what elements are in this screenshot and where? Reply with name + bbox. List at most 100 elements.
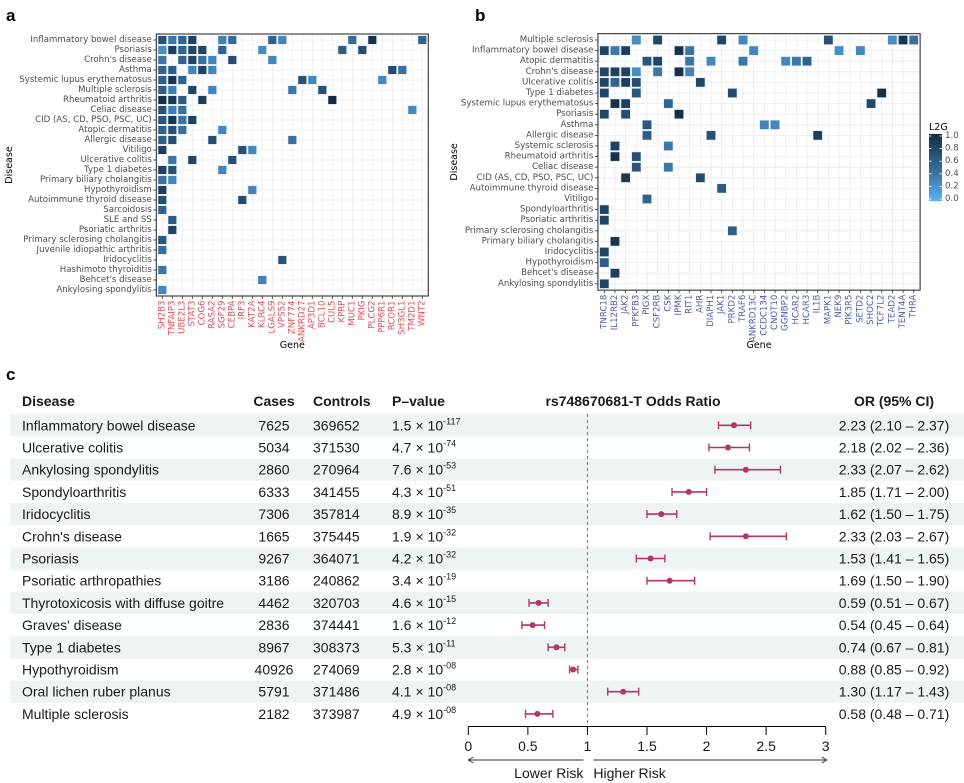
legend-tick-label: 0.6	[945, 156, 959, 166]
controls-cell: 371530	[313, 440, 360, 456]
p-mantissa: 1.9	[392, 528, 412, 544]
row-bands	[10, 414, 964, 703]
heatmap-tile	[599, 278, 610, 289]
arrowhead-left-icon	[467, 756, 474, 764]
p-value-cell: 4.9 × 10-08	[392, 705, 456, 722]
x-tick-label: ANKRD13C	[749, 295, 759, 342]
heatmap-tile	[187, 155, 198, 165]
controls-cell: 369652	[313, 417, 360, 433]
table-row: Type 1 diabetes 8967 308373 5.3 × 10-11 0.74 …	[22, 638, 949, 655]
heatmap-tile	[177, 45, 188, 55]
p-mantissa: 7.6	[392, 462, 412, 478]
or-ci-cell: 0.58 (0.48 – 0.71)	[839, 706, 950, 722]
disease-cell: Psoriasis	[22, 551, 79, 567]
x-tick-label: AP3D1	[307, 301, 317, 330]
heatmap-tile	[157, 85, 168, 95]
disease-cell: Multiple sclerosis	[22, 706, 129, 722]
forest-title: rs748670681-T Odds Ratio	[545, 393, 720, 409]
heatmap-tile	[157, 75, 168, 85]
y-tick-label: Rheumatoid arthritis	[63, 95, 152, 105]
heatmap-tile	[897, 34, 909, 46]
heatmap-tile	[737, 56, 749, 67]
heatmap-tile	[247, 185, 258, 195]
or-ci-cell: 2.18 (2.02 – 2.36)	[839, 440, 950, 456]
heatmap-tile	[167, 95, 178, 105]
heatmap-tile	[347, 35, 358, 45]
heatmap-tile	[599, 66, 610, 77]
disease-cell: Inflammatory bowel disease	[22, 417, 196, 433]
heatmap-tile	[417, 35, 428, 45]
heatmap-tile	[652, 66, 663, 77]
y-tick-label: Systemic lupus erythematosus	[19, 75, 152, 85]
heatmap-tile	[705, 130, 717, 141]
x-tick-label: STAT3	[187, 301, 197, 327]
header-cases: Cases	[253, 393, 294, 409]
p-value-cell: 8.9 × 10-35	[392, 505, 456, 522]
heatmap-tile	[287, 135, 298, 145]
x-tick-label: CEBPA	[227, 300, 237, 328]
x-tick-label: AHR	[695, 295, 705, 313]
heatmap-tile	[833, 45, 845, 56]
controls-cell: 308373	[313, 639, 360, 655]
heatmap-tile	[791, 56, 802, 67]
controls-cell: 270964	[313, 462, 360, 478]
heatmap-tile	[297, 75, 308, 85]
or-ci-cell: 1.53 (1.41 – 1.65)	[839, 551, 950, 567]
row-band	[10, 680, 964, 703]
legend-tick-label: 0.8	[945, 144, 959, 154]
x-tick-label: PIGX	[642, 295, 652, 315]
controls-cell: 240862	[313, 573, 360, 589]
heatmap-tile	[187, 65, 198, 75]
y-tick-label: Celiac disease	[90, 105, 151, 115]
panel-b-y-axis-title: Disease	[449, 143, 460, 181]
or-ci-cell: 2.23 (2.10 – 2.37)	[839, 417, 950, 433]
heatmap-tile	[663, 98, 674, 109]
x-tick-label: ZNF774	[287, 301, 297, 335]
heatmap-tile	[599, 109, 610, 120]
p-times-ten: × 10	[415, 528, 443, 544]
x-tick-label: KAT2A	[247, 300, 257, 327]
or-point	[725, 444, 732, 451]
heatmap-tile	[157, 35, 168, 45]
heatmap-tile	[157, 45, 168, 55]
forest-row	[709, 532, 788, 541]
heatmap-tile	[609, 140, 621, 152]
forest-row	[524, 709, 554, 718]
x-tick-label: SETD2	[855, 295, 865, 323]
y-tick-label: Type 1 diabetes	[525, 88, 594, 98]
heatmap-tile	[759, 119, 770, 130]
heatmap-tile	[217, 45, 228, 55]
legend-tick-label: 0.0	[945, 194, 959, 204]
x-tick-label: KLRC4	[257, 301, 267, 328]
heatmap-tile	[631, 151, 642, 162]
p-mantissa: 1.5	[392, 417, 412, 433]
y-tick-label: Psoriasis	[556, 109, 594, 119]
heatmap-tile	[641, 130, 653, 141]
heatmap-tile	[727, 87, 738, 99]
heatmap-tile	[801, 56, 813, 67]
cases-cell: 9267	[258, 551, 289, 567]
heatmap-tile	[157, 245, 168, 255]
heatmap-tile	[207, 55, 218, 65]
heatmap-tile	[167, 35, 178, 45]
p-value-cell: 1.6 × 10-12	[392, 616, 456, 633]
x-tick-label: PPP6R1	[377, 301, 387, 333]
heatmap-tile	[217, 35, 228, 45]
x-tick-label: 3	[822, 738, 830, 754]
p-times-ten: × 10	[415, 617, 443, 633]
or-point	[742, 466, 749, 473]
heatmap-tile	[157, 135, 168, 145]
y-tick-label: Iridocyclitis	[545, 247, 594, 257]
y-tick-label: Ulcerative colitis	[80, 155, 152, 165]
y-tick-label: Ulcerative colitis	[522, 77, 594, 87]
heatmap-tile	[237, 195, 248, 205]
heatmap-tile	[631, 34, 642, 46]
table-row: Ankylosing spondylitis 2860 270964 7.6 × 10-…	[22, 461, 949, 478]
heatmap-tile	[207, 135, 218, 145]
disease-cell: Graves' disease	[22, 617, 122, 633]
y-tick-label: Type 1 diabetes	[83, 165, 152, 175]
table-row: Crohn's disease 1665 375445 1.9 × 10-32 2.33 …	[22, 527, 949, 544]
legend-colorbar	[929, 134, 942, 201]
heatmap-tile	[599, 246, 610, 258]
